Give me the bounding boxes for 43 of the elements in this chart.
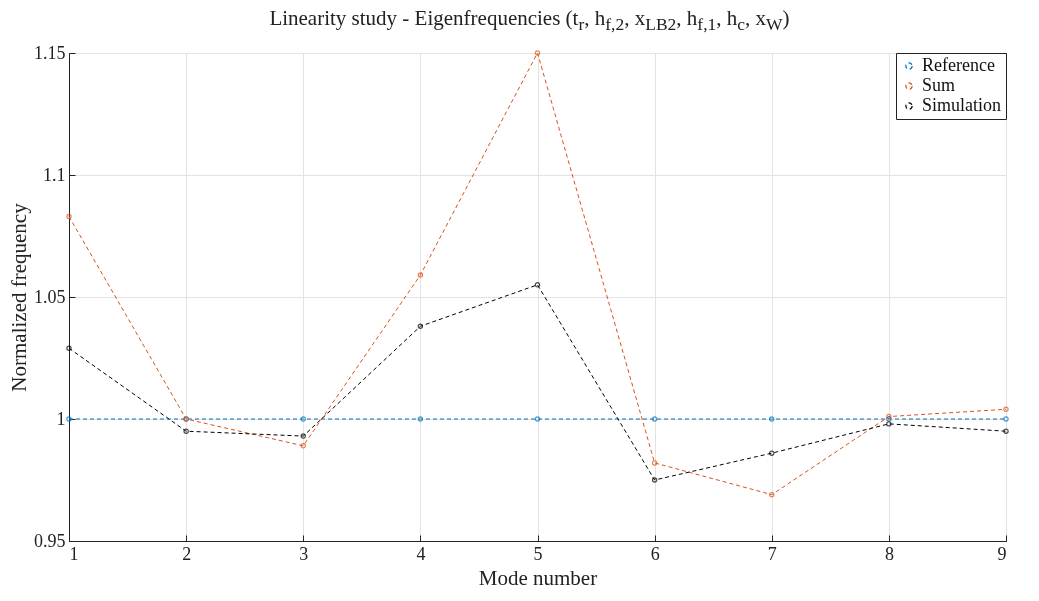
point (1003, 428, 1009, 434)
x-tick-label: 2 (182, 543, 192, 564)
point (769, 491, 775, 498)
point (417, 272, 424, 278)
y-tick-label: 1.05 (34, 286, 66, 307)
point (651, 460, 658, 466)
point (417, 416, 424, 422)
x-tick-label: 3 (299, 543, 309, 564)
point (886, 421, 892, 427)
point (66, 345, 72, 351)
y-tick-label: 1 (56, 408, 66, 429)
y-tick-label: 1.1 (43, 164, 66, 185)
x-tick-label: 4 (416, 543, 426, 564)
y-tick-label: 0.95 (34, 530, 66, 551)
point (1003, 406, 1009, 412)
point (534, 282, 541, 288)
y-tick-label: 1.15 (34, 42, 66, 63)
point (534, 50, 541, 56)
legend-label: Sum (922, 75, 956, 95)
point (66, 416, 72, 422)
point (769, 450, 775, 456)
point (300, 433, 306, 439)
x-tick-label: 8 (884, 543, 894, 564)
point (183, 428, 189, 434)
x-tick-label: 7 (767, 543, 777, 564)
x-tick-label: 6 (650, 543, 660, 564)
point (417, 323, 424, 329)
point (66, 213, 72, 220)
point (769, 416, 775, 422)
point (534, 416, 541, 422)
point (1003, 416, 1009, 422)
x-tick-label: 5 (533, 543, 543, 564)
point (651, 416, 658, 422)
point (300, 443, 306, 449)
chart-title: Linearity study - Eigenfrequencies (t$_{r}$, h$_{f,2}$, x$_{LB2}$, h$_{f,1}$, h$_{c}$, x$_{W}$) (269, 6, 790, 35)
x-tick-label: 9 (997, 543, 1007, 564)
point (300, 416, 306, 422)
point (651, 477, 658, 483)
legend-label: Simulation (922, 95, 1002, 115)
legend-label: Reference (922, 55, 995, 75)
y-axis-title: Normalized frequency (7, 202, 31, 392)
x-tick-label: 1 (69, 543, 79, 564)
x-axis-title: Mode number (478, 565, 598, 590)
